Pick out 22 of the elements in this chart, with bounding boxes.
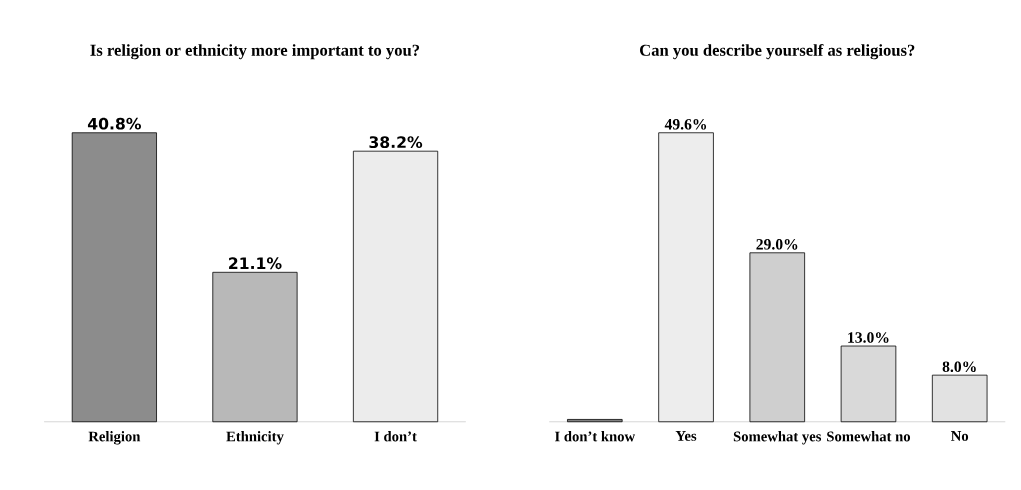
data-label: 29.0% <box>756 238 798 250</box>
x-tick-label: Religion <box>88 430 141 445</box>
data-label: 40.8% <box>87 117 141 130</box>
data-label: 21.1% <box>229 257 282 269</box>
chart-title: Is religion or ethnicity more important to you? <box>90 43 420 60</box>
data-label: 49.6% <box>664 118 707 130</box>
bar <box>931 374 988 422</box>
x-tick-label: I don’t <box>374 430 417 442</box>
x-tick-label: Ethnicity <box>226 430 284 445</box>
x-tick-label: No <box>951 430 969 441</box>
data-label: 13.0% <box>848 332 889 343</box>
bar <box>658 132 714 422</box>
x-tick-label: Somewhat no <box>827 430 911 442</box>
chart-title: Can you describe yourself as religious? <box>640 43 915 60</box>
x-tick-label: Somewhat yes <box>733 430 822 445</box>
bar <box>567 418 623 422</box>
x-tick-label: I don’t know <box>554 430 636 442</box>
data-label: 38.2% <box>369 136 423 148</box>
x-tick-label: Yes <box>675 430 697 441</box>
data-label: 8.0% <box>942 361 976 372</box>
bar <box>749 252 806 422</box>
bar <box>840 345 897 422</box>
